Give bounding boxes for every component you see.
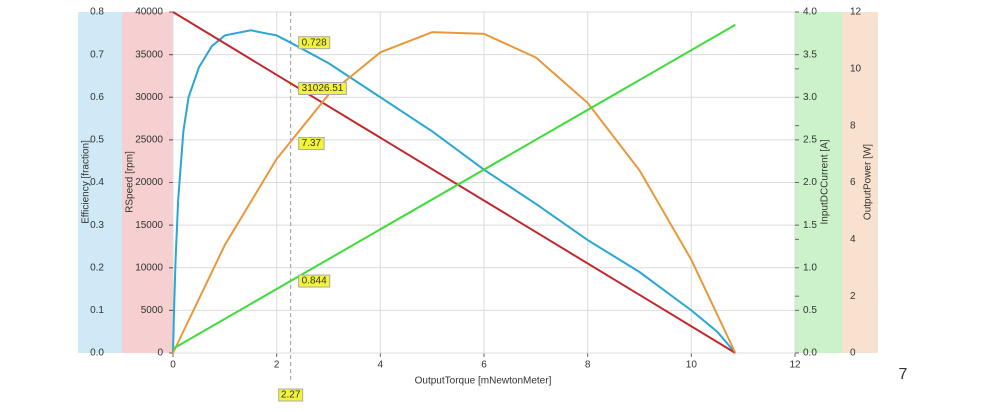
- cursor-value-box: [298, 274, 331, 288]
- y3-tick-label: 2.0: [803, 177, 817, 188]
- cursor-value-label: 31026.51: [302, 83, 344, 94]
- y-tick-label: 0.2: [90, 262, 104, 273]
- series-line: [172, 29, 737, 354]
- cursor-value-label: 0.844: [302, 276, 327, 287]
- y4-axis-title: OutputPower [W]: [863, 144, 874, 220]
- y4-tick-label: 12: [850, 7, 862, 18]
- y-tick-label: 0.4: [90, 177, 104, 188]
- power-panel: [842, 12, 878, 353]
- y3-tick-label: 1.0: [803, 262, 817, 273]
- y4-tick-label: 2: [850, 291, 856, 302]
- x-tick-label: 10: [686, 360, 698, 371]
- series-line: [172, 31, 737, 354]
- y3-tick-label: 0.5: [803, 305, 817, 316]
- y2-axis-title: RSpeed [rpm]: [125, 151, 136, 213]
- y-tick-label: 0.1: [90, 305, 104, 316]
- y2-tick-label: 30000: [135, 92, 163, 103]
- y2-tick-label: 15000: [135, 220, 163, 231]
- cursor-value-label: 7.37: [302, 138, 322, 149]
- y3-tick-label: 4.0: [803, 7, 817, 18]
- x-tick-label: 8: [585, 360, 591, 371]
- x-tick-label: 12: [789, 360, 801, 371]
- y3-axis-title: InputDCCurrent [A]: [820, 139, 831, 224]
- y-axis-title: Efficiency [fraction]: [81, 140, 92, 224]
- cursor-value-label: 0.728: [302, 37, 327, 48]
- x-tick-label: 4: [378, 360, 384, 371]
- y3-tick-label: 2.5: [803, 135, 817, 146]
- series-line: [172, 23, 736, 350]
- y-tick-label: 0.8: [90, 7, 104, 18]
- y-tick-label: 0.6: [90, 92, 104, 103]
- y2-tick-label: 10000: [135, 262, 163, 273]
- y3-tick-label: 3.5: [803, 49, 817, 60]
- y4-tick-label: 0: [850, 348, 856, 359]
- efficiency-panel: [78, 12, 122, 353]
- y2-tick-label: 25000: [135, 135, 163, 146]
- y-tick-label: 0.5: [90, 135, 104, 146]
- cursor-value-box: [298, 36, 331, 50]
- y4-tick-label: 8: [850, 120, 856, 131]
- y2-tick-label: 0: [157, 348, 163, 359]
- series-line: [172, 11, 736, 354]
- speed-panel: [122, 12, 173, 353]
- cursor-value-box: [298, 81, 347, 95]
- y4-tick-label: 6: [850, 177, 856, 188]
- cursor-label-box: [278, 388, 304, 402]
- y2-tick-label: 20000: [135, 177, 163, 188]
- cursor-label: 2.27: [281, 390, 301, 401]
- y4-tick-label: 4: [850, 234, 856, 245]
- y4-tick-label: 10: [850, 63, 862, 74]
- x-tick-label: 2: [274, 360, 280, 371]
- y3-tick-label: 3.0: [803, 92, 817, 103]
- y-tick-label: 0.0: [90, 348, 104, 359]
- x-tick-label: 6: [481, 360, 487, 371]
- page-number: 7: [899, 366, 908, 383]
- y2-tick-label: 40000: [135, 7, 163, 18]
- x-tick-label: 0: [170, 360, 176, 371]
- y3-tick-label: 1.5: [803, 220, 817, 231]
- y-tick-label: 0.7: [90, 49, 104, 60]
- y2-tick-label: 5000: [141, 305, 164, 316]
- y-tick-label: 0.3: [90, 220, 104, 231]
- x-axis-title: OutputTorque [mNewtonMeter]: [415, 376, 552, 387]
- cursor-value-box: [298, 137, 325, 151]
- current-panel: [795, 12, 842, 353]
- y3-tick-label: 0.0: [803, 348, 817, 359]
- y2-tick-label: 35000: [135, 49, 163, 60]
